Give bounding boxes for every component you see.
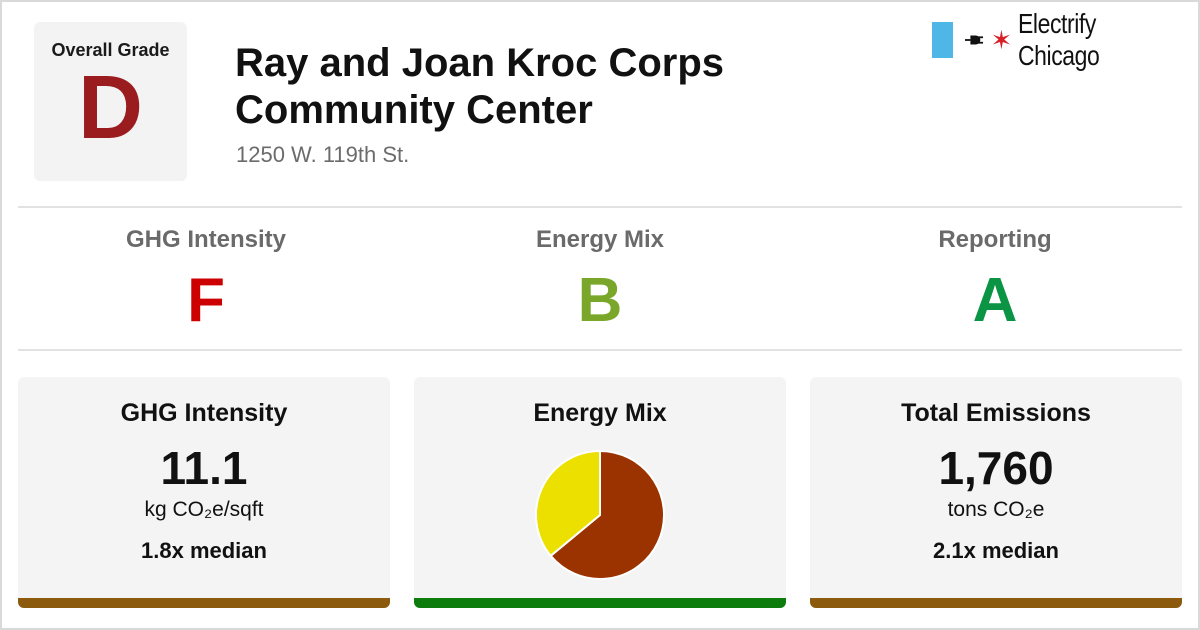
- brand-name: Electrify Chicago: [1018, 8, 1100, 71]
- grade-letter: A: [972, 266, 1018, 335]
- grade-energy-mix: Energy Mix B: [410, 226, 790, 332]
- divider-middle: [18, 349, 1182, 351]
- card-heading: Energy Mix: [533, 399, 667, 427]
- pie-slice-0: [549, 449, 665, 580]
- energy-mix-pie-chart: [535, 449, 665, 580]
- ghg-intensity-unit: kg CO₂e/sqft: [144, 498, 264, 521]
- divider-top: [18, 206, 1182, 208]
- building-name-line-2: Community Center: [235, 88, 593, 132]
- grade-label: Energy Mix: [535, 226, 665, 253]
- card-color-bar: [18, 598, 390, 608]
- ghg-intensity-median: 1.8x median: [141, 538, 267, 563]
- ghg-intensity-card: GHG Intensity 11.1 kg CO₂e/sqft 1.8x med…: [18, 377, 390, 608]
- building-name: Ray and Joan Kroc Corps Community Center: [235, 40, 875, 134]
- card-heading: Total Emissions: [901, 399, 1091, 427]
- total-emissions-median: 2.1x median: [933, 538, 1059, 563]
- card-heading: GHG Intensity: [120, 399, 288, 427]
- energy-mix-card: Energy Mix: [414, 377, 786, 608]
- total-emissions-card: Total Emissions 1,760 tons CO₂e 2.1x med…: [810, 377, 1182, 608]
- ghg-intensity-value: 11.1: [160, 442, 248, 494]
- card-color-bar: [414, 598, 786, 608]
- building-name-line-1: Ray and Joan Kroc Corps: [235, 41, 725, 85]
- overall-grade-label: Overall Grade: [51, 40, 170, 60]
- total-emissions-value: 1,760: [938, 442, 1054, 494]
- overall-grade-letter: D: [78, 58, 143, 158]
- brand-logo: ✶ Electrify Chicago: [932, 8, 1200, 71]
- overall-grade-box: Overall Grade D: [34, 22, 187, 181]
- pie-slice-1: [535, 449, 601, 558]
- plug-icon: [964, 35, 983, 45]
- grade-ghg-intensity: GHG Intensity F: [16, 226, 396, 332]
- grade-label: Reporting: [938, 226, 1052, 253]
- grade-letter: F: [187, 266, 225, 335]
- total-emissions-unit: tons CO₂e: [947, 498, 1045, 521]
- grade-reporting: Reporting A: [805, 226, 1185, 332]
- flag-stripe-icon: [932, 22, 953, 58]
- building-address: 1250 W. 119th St.: [236, 142, 410, 167]
- card-color-bar: [810, 598, 1182, 608]
- grade-letter: B: [577, 266, 623, 335]
- star-icon: ✶: [990, 25, 1013, 55]
- grade-label: GHG Intensity: [125, 226, 287, 253]
